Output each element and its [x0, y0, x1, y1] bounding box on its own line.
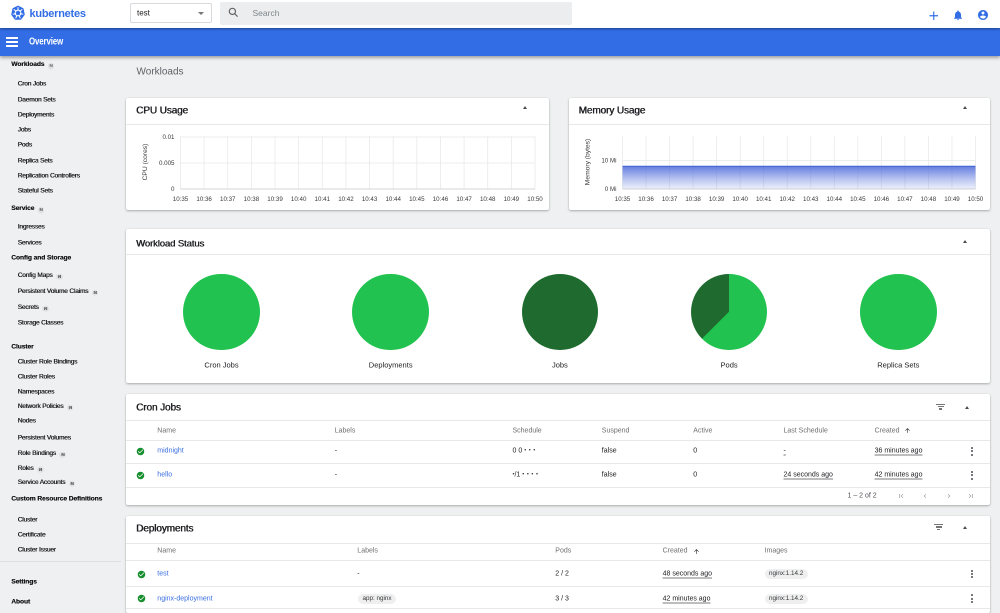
svg-text:10 Mi: 10 Mi [601, 158, 616, 165]
svg-text:10:45: 10:45 [409, 196, 425, 203]
svg-text:10:50: 10:50 [967, 196, 983, 203]
svg-text:10:39: 10:39 [267, 196, 283, 203]
svg-text:0 Mi: 0 Mi [604, 186, 616, 193]
svg-text:10:37: 10:37 [661, 196, 677, 203]
svg-text:10:48: 10:48 [920, 196, 936, 203]
svg-text:10:36: 10:36 [638, 196, 654, 203]
svg-text:10:44: 10:44 [385, 196, 401, 203]
svg-text:10:41: 10:41 [755, 196, 771, 203]
svg-text:0.005: 0.005 [159, 160, 175, 167]
svg-text:0.01: 0.01 [162, 134, 175, 141]
svg-text:10:43: 10:43 [803, 196, 819, 203]
svg-text:10:45: 10:45 [850, 196, 866, 203]
svg-text:10:40: 10:40 [732, 196, 748, 203]
svg-text:10:37: 10:37 [220, 196, 236, 203]
svg-text:10:47: 10:47 [897, 196, 913, 203]
svg-text:10:47: 10:47 [456, 196, 472, 203]
svg-text:10:38: 10:38 [244, 196, 260, 203]
svg-text:10:50: 10:50 [527, 196, 543, 203]
svg-text:10:46: 10:46 [873, 196, 889, 203]
svg-text:Memory (bytes): Memory (bytes) [584, 139, 591, 185]
svg-text:10:46: 10:46 [433, 196, 449, 203]
svg-text:10:40: 10:40 [291, 196, 307, 203]
svg-text:10:42: 10:42 [338, 196, 354, 203]
svg-text:10:38: 10:38 [685, 196, 701, 203]
svg-text:10:35: 10:35 [614, 196, 630, 203]
svg-text:10:36: 10:36 [196, 196, 212, 203]
svg-text:10:48: 10:48 [480, 196, 496, 203]
svg-text:0: 0 [171, 186, 175, 193]
svg-text:10:42: 10:42 [779, 196, 795, 203]
svg-text:10:35: 10:35 [173, 196, 189, 203]
svg-text:10:39: 10:39 [708, 196, 724, 203]
svg-text:CPU (cores): CPU (cores) [142, 144, 149, 181]
svg-text:10:49: 10:49 [504, 196, 520, 203]
svg-text:10:43: 10:43 [362, 196, 378, 203]
svg-text:10:44: 10:44 [826, 196, 842, 203]
svg-text:10:41: 10:41 [315, 196, 331, 203]
svg-text:10:49: 10:49 [944, 196, 960, 203]
